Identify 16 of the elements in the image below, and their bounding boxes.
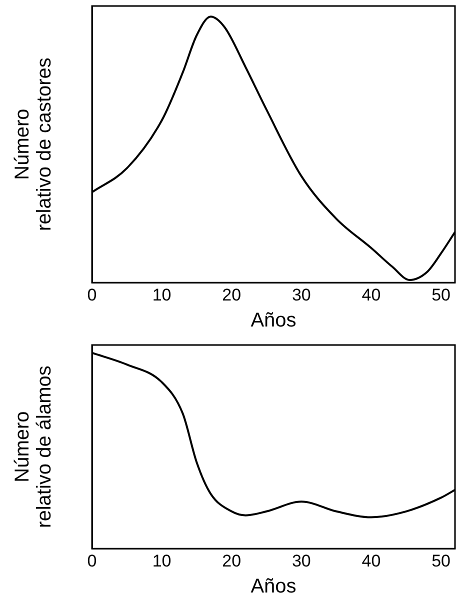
x-tick-label: 40 [362,551,381,570]
y-axis-title: Número relativo de castores [12,58,56,232]
x-tick-label: 30 [292,551,311,570]
x-axis-title: Años [250,310,296,332]
x-tick-label: 50 [432,285,450,304]
x-tick-label: 0 [87,551,97,570]
x-tick-label: 20 [222,551,242,570]
x-tick-label: 50 [432,551,450,570]
x-tick-label: 20 [222,285,242,304]
x-axis-title: Años [250,576,296,598]
x-tick-label: 30 [292,285,311,304]
x-tick-label: 10 [152,551,172,570]
y-axis-title: Número relativo de álamos [12,366,56,528]
x-tick-label: 10 [152,285,172,304]
x-tick-label: 40 [362,285,381,304]
x-tick-label: 0 [87,285,97,304]
